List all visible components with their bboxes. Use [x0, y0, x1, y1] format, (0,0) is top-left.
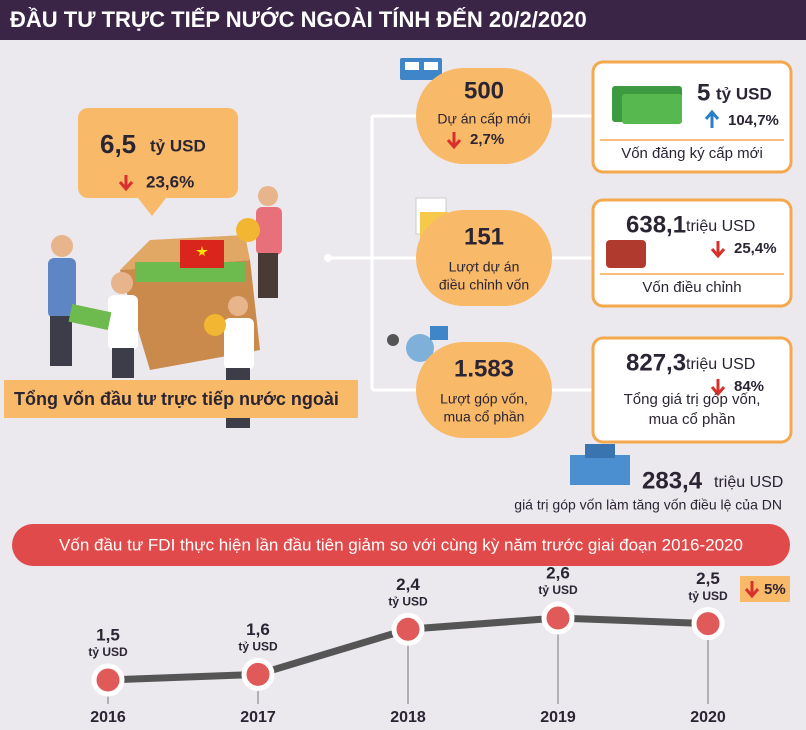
amount: 827,3 — [626, 349, 686, 376]
x-tick-label: 2018 — [390, 709, 426, 726]
value-label: 1,6 — [246, 620, 270, 639]
value-unit: tỷ USD — [88, 645, 128, 659]
count-label: Lượt dự án — [449, 259, 520, 275]
banner-box — [12, 524, 790, 566]
info-box — [591, 198, 793, 308]
x-tick-label: 2017 — [240, 709, 276, 726]
unit: tỷ USD — [716, 84, 772, 103]
point — [691, 607, 725, 641]
illustration — [48, 186, 282, 428]
x-tick-label: 2019 — [540, 709, 576, 726]
info-box — [591, 336, 793, 444]
value-unit: tỷ USD — [238, 640, 278, 654]
count-label: điều chỉnh vốn — [439, 277, 529, 293]
down-arrow — [710, 379, 726, 397]
title: ĐẦU TƯ TRỰC TIẾP NƯỚC NGOÀI TÍNH ĐẾN 20/… — [10, 7, 587, 32]
count: 500 — [464, 77, 504, 104]
point — [241, 657, 275, 691]
total-value: 6,5 — [100, 129, 136, 159]
change-badge — [740, 576, 790, 602]
extra-desc: giá trị góp vốn làm tăng vốn điều lệ của… — [514, 497, 782, 513]
change: 104,7% — [728, 112, 779, 129]
value-label: 2,6 — [546, 563, 570, 582]
connectors — [325, 114, 592, 392]
amount: 638,1 — [626, 211, 686, 238]
desc: Vốn điều chỉnh — [642, 279, 741, 296]
value-unit: tỷ USD — [388, 594, 428, 608]
point — [91, 663, 125, 697]
count-label: Lượt góp vốn, — [440, 391, 528, 407]
extra-amount: 283,4 — [642, 467, 703, 494]
down-arrow — [118, 175, 134, 192]
extra-unit: triệu USD — [714, 474, 783, 491]
value-label: 1,5 — [96, 625, 120, 644]
total-label-box — [4, 380, 358, 418]
desc: mua cổ phần — [649, 411, 736, 428]
desc: Vốn đăng ký cấp mới — [621, 145, 763, 162]
unit: triệu USD — [686, 356, 755, 373]
node-dot — [324, 254, 332, 262]
desc: Tổng giá trị góp vốn, — [624, 391, 761, 408]
wallet-icon — [606, 240, 646, 268]
banner: Vốn đầu tư FDI thực hiện lần đầu tiên gi… — [59, 535, 743, 554]
count: 151 — [464, 223, 504, 250]
down-arrow — [710, 241, 726, 259]
total-callout — [78, 108, 238, 216]
oval — [416, 342, 552, 438]
title-bar — [0, 0, 806, 40]
count: 1.583 — [454, 355, 514, 382]
value-label: 2,4 — [396, 575, 420, 594]
money-icon — [622, 94, 682, 124]
x-tick-label: 2020 — [690, 709, 726, 726]
value-unit: tỷ USD — [688, 589, 728, 603]
amount: 5 — [697, 79, 710, 106]
point — [541, 601, 575, 635]
value-unit: tỷ USD — [538, 583, 578, 597]
x-tick-label: 2016 — [90, 709, 126, 726]
count-change: 2,7% — [470, 131, 504, 148]
count-label: mua cổ phần — [444, 409, 525, 425]
total-change: 23,6% — [146, 172, 194, 191]
chart-change: 5% — [764, 581, 786, 598]
down-arrow — [446, 132, 462, 150]
total-label: Tổng vốn đầu tư trực tiếp nước ngoài — [14, 389, 339, 409]
up-arrow — [704, 109, 720, 128]
change: 25,4% — [734, 240, 777, 257]
oval — [416, 68, 552, 164]
oval — [416, 210, 552, 306]
down-arrow — [744, 581, 760, 599]
unit: triệu USD — [686, 218, 755, 235]
count-label: Dự án cấp mới — [437, 111, 530, 127]
value-label: 2,5 — [696, 569, 720, 588]
point — [391, 612, 425, 646]
total-unit: tỷ USD — [150, 136, 206, 155]
icons — [387, 58, 630, 485]
change: 84% — [734, 378, 764, 395]
